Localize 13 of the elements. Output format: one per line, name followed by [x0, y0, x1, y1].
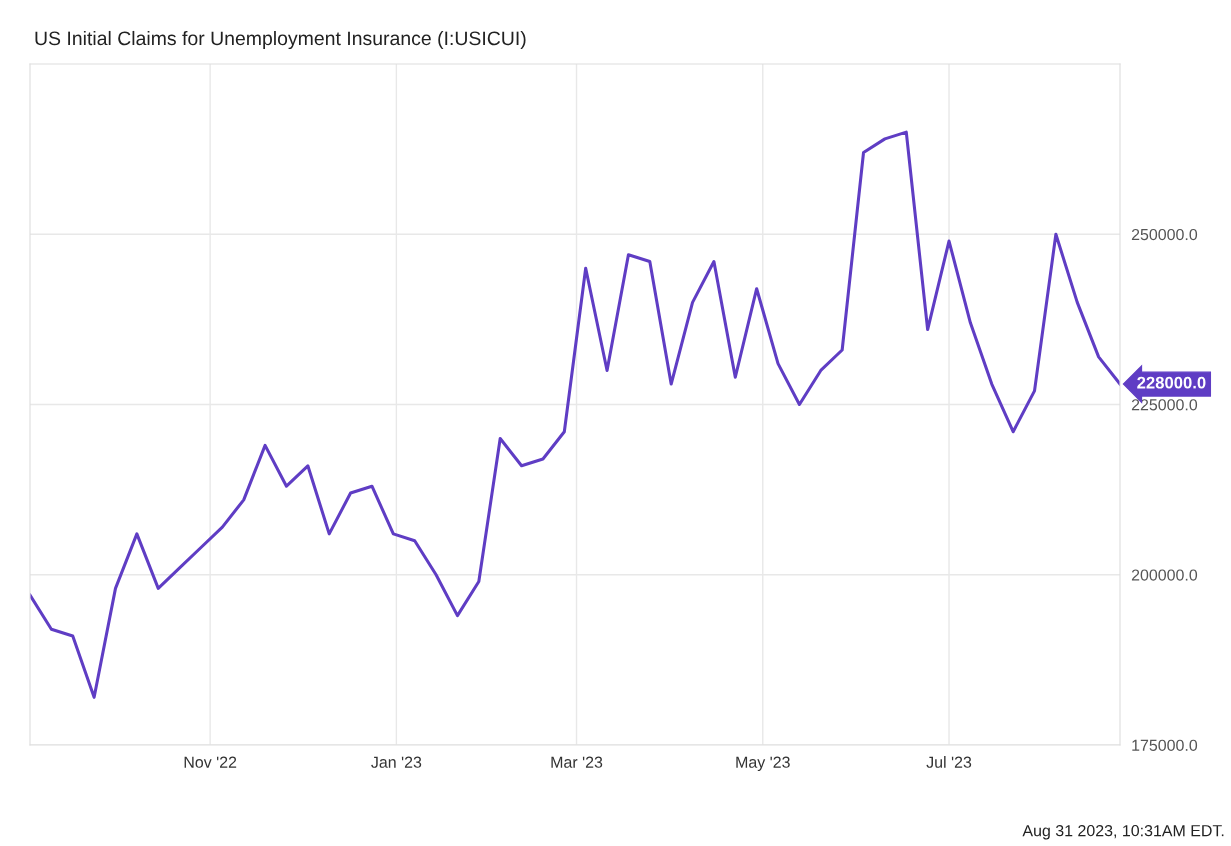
y-tick-label: 250000.0	[1131, 228, 1198, 241]
x-tick-label: May '23	[736, 756, 790, 771]
y-tick-label: 200000.0	[1131, 569, 1198, 581]
x-tick-label: Nov '22	[184, 756, 237, 768]
x-tick-label: Jul '23	[926, 756, 972, 768]
line-series	[30, 130, 1120, 699]
x-tick-label: Mar '23	[551, 756, 603, 768]
y-tick-label: 225000.0	[1131, 399, 1198, 411]
annotation: 228000.0	[1137, 376, 1206, 389]
text: Aug 31 2023, 10:31AM EDT.	[1022, 824, 1224, 840]
chart-title: US Initial Claims for Unemployment Insurance (I:USICUI)	[35, 30, 526, 50]
y-tick-label: 175000.0	[1132, 739, 1198, 751]
x-tick-label: Jan '23	[371, 756, 422, 768]
